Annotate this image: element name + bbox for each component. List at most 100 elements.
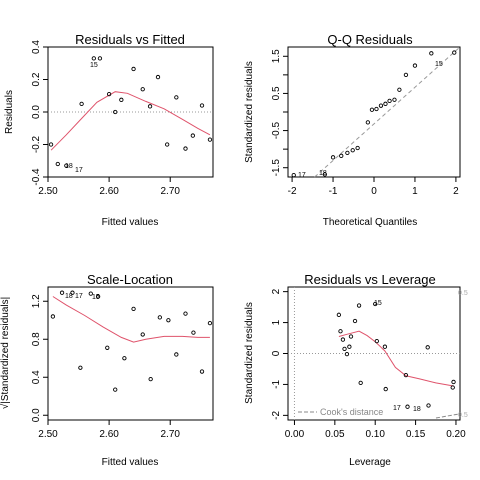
y-axis-label: √|Standardized residuals|	[0, 297, 11, 409]
data-point	[207, 137, 213, 142]
data-point	[199, 103, 205, 108]
data-point	[383, 101, 388, 106]
data-point	[452, 50, 457, 55]
data-point	[291, 172, 296, 178]
x-tick-label: 2.60	[99, 429, 119, 440]
y-tick-label: 0.5	[271, 86, 282, 100]
x-axis-label: Leverage	[349, 457, 391, 468]
y-tick-label: -2	[271, 410, 282, 419]
reference-lines	[288, 287, 460, 420]
data-point	[64, 163, 69, 168]
y-tick-label: -0.4	[31, 168, 42, 186]
y-tick-label: 0.0	[31, 105, 42, 119]
smooth-line	[50, 91, 211, 151]
smooth-line	[52, 296, 210, 343]
y-tick-label: -1	[271, 380, 282, 389]
data-point	[106, 91, 112, 97]
cooks-distance-legend: Cook's distance 0.5 0.5	[298, 290, 468, 419]
data-point	[392, 97, 397, 102]
data-point	[340, 337, 346, 342]
data-points	[48, 56, 213, 168]
panel-title: Residuals vs Leverage	[304, 272, 436, 287]
y-tick-label: 2	[271, 288, 282, 294]
data-point	[79, 101, 84, 107]
point-label-18: 18	[413, 406, 421, 413]
data-point	[369, 107, 375, 112]
smooth-line	[338, 330, 454, 387]
panel-title: Residuals vs Fitted	[75, 32, 185, 47]
x-axis-ticks: 2.50 2.60 2.70	[38, 420, 180, 440]
data-point	[322, 172, 328, 177]
data-point	[97, 56, 103, 61]
y-axis-ticks: -1.5 -0.5 0.5 1.5	[271, 49, 288, 176]
data-point	[330, 155, 336, 160]
smoother	[50, 91, 211, 151]
data-point	[426, 403, 431, 408]
point-label-18: 18	[65, 293, 73, 300]
data-point	[403, 72, 409, 78]
x-axis-label: Fitted values	[102, 457, 159, 468]
y-tick-label: -0.2	[31, 135, 42, 153]
point-label-17: 17	[393, 405, 401, 412]
reference-lines	[314, 46, 461, 178]
data-point	[105, 345, 110, 350]
data-point	[347, 344, 352, 349]
data-point	[342, 346, 347, 352]
x-tick-label: 2.50	[38, 186, 58, 197]
x-tick-label: -2	[288, 186, 297, 197]
x-tick-label: 0.20	[446, 429, 466, 440]
data-point	[55, 161, 60, 167]
data-point	[174, 352, 179, 357]
qq-reference-line	[314, 46, 461, 178]
data-point	[356, 303, 362, 308]
data-point	[387, 98, 392, 104]
y-tick-label: -1.5	[271, 159, 282, 177]
y-tick-label: 1	[271, 319, 282, 325]
x-tick-label: 2.60	[99, 186, 119, 197]
data-point	[183, 311, 188, 316]
cooks-contour-label-lower: 0.5	[458, 412, 468, 419]
y-tick-label: 0.2	[31, 72, 42, 86]
x-tick-label: -1	[329, 186, 338, 197]
x-tick-label: 1	[412, 186, 418, 197]
cooks-distance-label: Cook's distance	[320, 407, 383, 417]
x-tick-label: 0	[371, 186, 377, 197]
data-point	[374, 106, 379, 112]
data-point	[70, 290, 75, 295]
x-tick-label: 2	[453, 186, 459, 197]
data-point	[338, 329, 343, 334]
y-tick-label: 1.2	[31, 294, 42, 308]
y-axis-label: Standardized residuals	[244, 61, 255, 163]
y-axis-ticks: 0.0 0.4 0.8 1.2	[31, 294, 48, 422]
y-axis-label: Standardized residuals	[244, 302, 255, 404]
data-point	[383, 386, 388, 392]
x-tick-label: 2.70	[160, 186, 180, 197]
data-point	[113, 387, 118, 392]
data-point	[88, 291, 93, 296]
data-point	[131, 66, 136, 72]
data-point	[336, 312, 342, 317]
y-axis-ticks: -2 -1 0 1 2	[271, 288, 288, 420]
cooks-contour-segment	[435, 413, 460, 419]
panel-scale-location: Scale-Location Fitted values √|Standardi…	[0, 272, 214, 468]
data-point	[397, 87, 402, 92]
x-tick-label: 0.15	[406, 429, 426, 440]
x-axis-ticks: 0.00 0.05 0.10 0.15 0.20	[285, 420, 466, 440]
data-point	[148, 376, 153, 382]
data-point	[358, 380, 363, 386]
data-point	[190, 133, 195, 138]
data-point	[122, 356, 127, 361]
point-label-15: 15	[374, 300, 382, 307]
panel-residuals-vs-leverage: Residuals vs Leverage Leverage Standardi…	[244, 272, 468, 468]
cooks-contour-label-upper: 0.5	[458, 290, 468, 297]
data-point	[373, 301, 378, 307]
panel-qq-residuals: Q-Q Residuals Theoretical Quantiles Stan…	[244, 32, 461, 228]
data-point	[91, 56, 96, 61]
data-point	[59, 290, 65, 295]
data-point	[113, 109, 118, 115]
data-point	[174, 95, 179, 100]
plot-frame	[47, 286, 214, 421]
data-point	[199, 369, 205, 374]
data-point	[147, 104, 153, 109]
x-tick-label: 0.00	[285, 429, 305, 440]
